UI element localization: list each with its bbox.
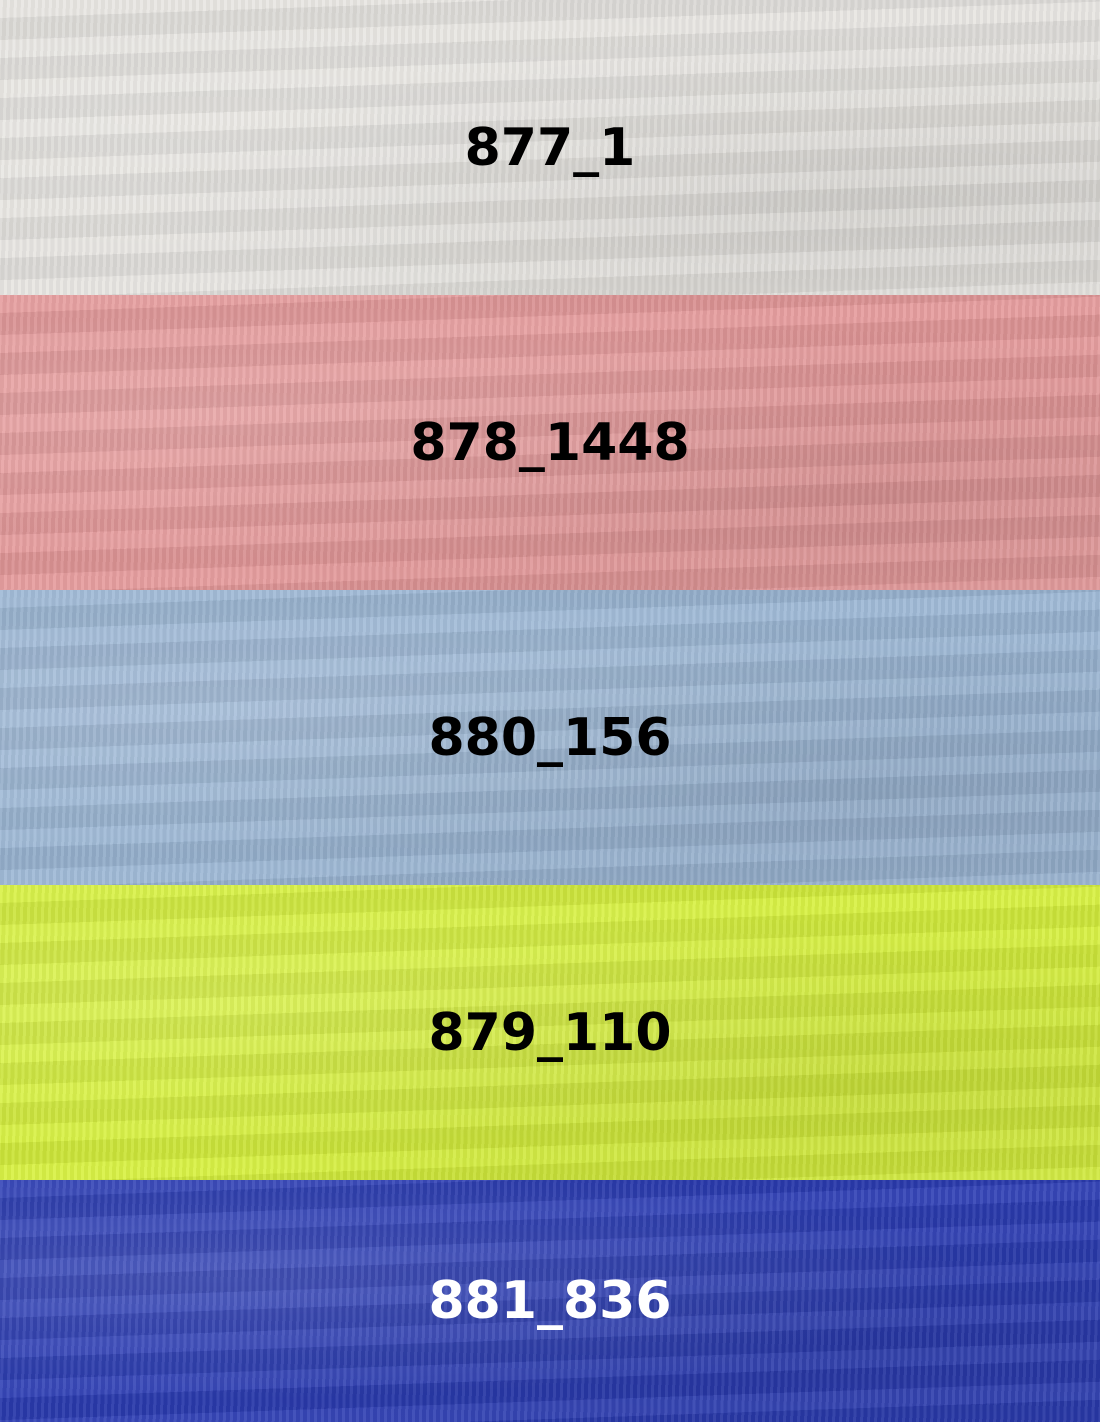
swatch-pink: 878_1448	[0, 295, 1100, 590]
swatch-code: 877_1	[464, 117, 636, 178]
swatch-white: 877_1	[0, 0, 1100, 295]
swatch-royal-blue: 881_836	[0, 1180, 1100, 1422]
swatch-code: 881_836	[428, 1271, 672, 1331]
swatch-code: 878_1448	[410, 412, 690, 473]
swatch-light-blue: 880_156	[0, 590, 1100, 885]
swatch-lime: 879_110	[0, 885, 1100, 1180]
swatch-code: 879_110	[428, 1002, 672, 1063]
swatch-code: 880_156	[428, 707, 672, 768]
